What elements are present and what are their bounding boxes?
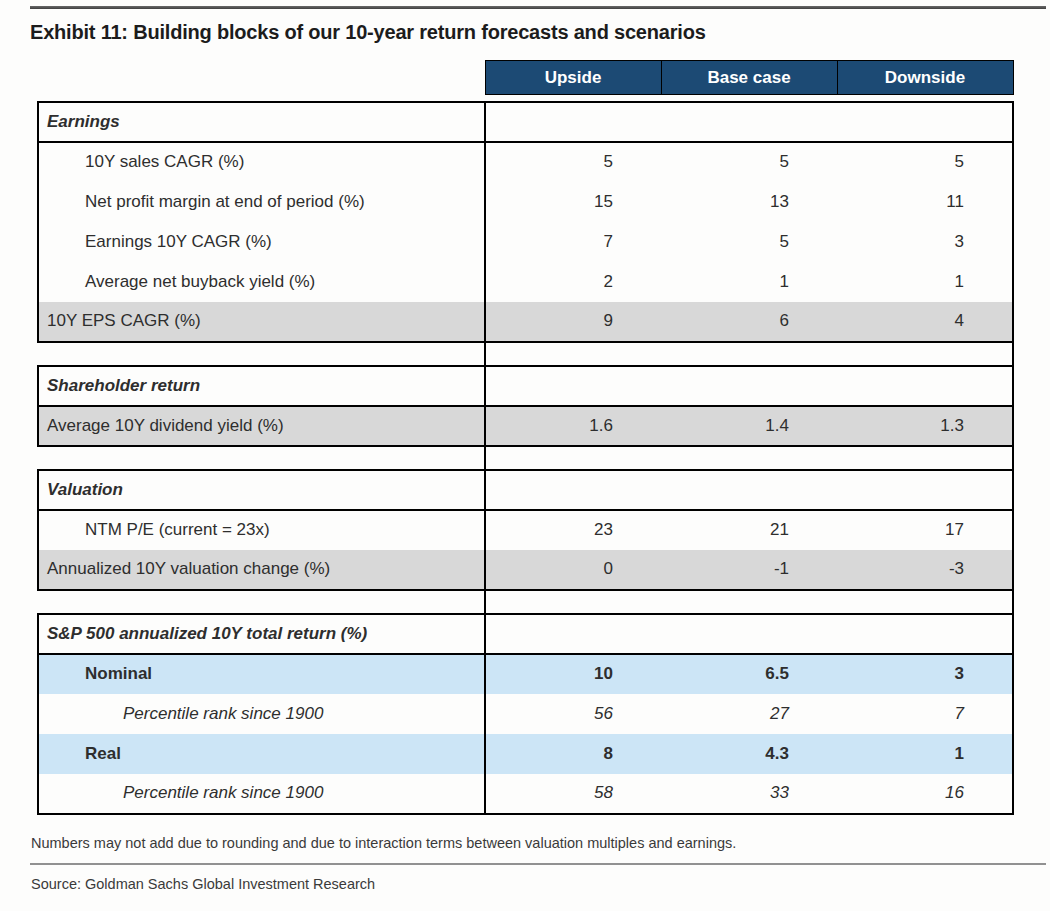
table-row-nominal-percentile: Percentile rank since 1900 56 27 7 bbox=[38, 694, 1013, 734]
cell-downside: 1 bbox=[837, 734, 1013, 774]
source-line: Source: Goldman Sachs Global Investment … bbox=[31, 876, 1046, 892]
row-label: Earnings 10Y CAGR (%) bbox=[38, 222, 485, 262]
cell-base-case: 6.5 bbox=[661, 654, 837, 694]
cell-downside: 1 bbox=[837, 262, 1013, 302]
cell-downside: 7 bbox=[837, 694, 1013, 734]
header-gap-row bbox=[38, 95, 1013, 102]
cell-upside: 1.6 bbox=[485, 406, 661, 446]
row-label: Annualized 10Y valuation change (%) bbox=[38, 550, 485, 590]
row-label: NTM P/E (current = 23x) bbox=[38, 510, 485, 550]
row-label: Average net buyback yield (%) bbox=[38, 262, 485, 302]
section-label: Shareholder return bbox=[38, 366, 485, 406]
exhibit-title: Exhibit 11: Building blocks of our 10-ye… bbox=[30, 21, 1046, 44]
cell-downside: -3 bbox=[837, 550, 1013, 590]
row-label: 10Y sales CAGR (%) bbox=[38, 142, 485, 182]
cell-base-case: 33 bbox=[661, 774, 837, 814]
cell-upside: 15 bbox=[485, 182, 661, 222]
cell-downside: 3 bbox=[837, 222, 1013, 262]
row-label: Average 10Y dividend yield (%) bbox=[38, 406, 485, 446]
page: Exhibit 11: Building blocks of our 10-ye… bbox=[0, 0, 1050, 892]
table-row-real: Real 8 4.3 1 bbox=[38, 734, 1013, 774]
row-label: Percentile rank since 1900 bbox=[38, 774, 485, 814]
exhibit-table: Upside Base case Downside Earnings 10Y s… bbox=[37, 60, 1014, 815]
table-row-ntm-pe: NTM P/E (current = 23x) 23 21 17 bbox=[38, 510, 1013, 550]
column-header-row: Upside Base case Downside bbox=[38, 61, 1013, 95]
section-header-valuation: Valuation bbox=[38, 470, 1013, 510]
cell-upside: 2 bbox=[485, 262, 661, 302]
column-header-downside: Downside bbox=[837, 61, 1013, 95]
section-header-earnings: Earnings bbox=[38, 102, 1013, 142]
row-label: Nominal bbox=[38, 654, 485, 694]
cell-upside: 0 bbox=[485, 550, 661, 590]
cell-base-case: 4.3 bbox=[661, 734, 837, 774]
column-header-base-case: Base case bbox=[661, 61, 837, 95]
table-row-dividend-yield: Average 10Y dividend yield (%) 1.6 1.4 1… bbox=[38, 406, 1013, 446]
section-header-sp500-total-return: S&P 500 annualized 10Y total return (%) bbox=[38, 614, 1013, 654]
cell-base-case: 21 bbox=[661, 510, 837, 550]
section-spacer bbox=[38, 590, 1013, 614]
section-header-shareholder-return: Shareholder return bbox=[38, 366, 1013, 406]
cell-base-case: 1.4 bbox=[661, 406, 837, 446]
cell-downside: 17 bbox=[837, 510, 1013, 550]
cell-upside: 5 bbox=[485, 142, 661, 182]
cell-upside: 58 bbox=[485, 774, 661, 814]
cell-upside: 8 bbox=[485, 734, 661, 774]
cell-downside: 11 bbox=[837, 182, 1013, 222]
cell-upside: 56 bbox=[485, 694, 661, 734]
row-label: 10Y EPS CAGR (%) bbox=[38, 302, 485, 342]
cell-base-case: 5 bbox=[661, 142, 837, 182]
section-spacer bbox=[38, 446, 1013, 470]
section-label: Earnings bbox=[38, 102, 485, 142]
cell-upside: 7 bbox=[485, 222, 661, 262]
column-header-upside: Upside bbox=[485, 61, 661, 95]
table-row-earnings-cagr: Earnings 10Y CAGR (%) 7 5 3 bbox=[38, 222, 1013, 262]
cell-upside: 9 bbox=[485, 302, 661, 342]
cell-base-case: 6 bbox=[661, 302, 837, 342]
cell-downside: 1.3 bbox=[837, 406, 1013, 446]
cell-base-case: -1 bbox=[661, 550, 837, 590]
section-label: Valuation bbox=[38, 470, 485, 510]
table-row-net-profit-margin: Net profit margin at end of period (%) 1… bbox=[38, 182, 1013, 222]
cell-upside: 23 bbox=[485, 510, 661, 550]
section-spacer bbox=[38, 342, 1013, 366]
table-row-eps-cagr-total: 10Y EPS CAGR (%) 9 6 4 bbox=[38, 302, 1013, 342]
table-row-valuation-change: Annualized 10Y valuation change (%) 0 -1… bbox=[38, 550, 1013, 590]
cell-base-case: 27 bbox=[661, 694, 837, 734]
top-rule bbox=[30, 6, 1046, 9]
cell-base-case: 1 bbox=[661, 262, 837, 302]
footer-divider bbox=[30, 863, 1046, 865]
section-label: S&P 500 annualized 10Y total return (%) bbox=[38, 614, 485, 654]
cell-downside: 16 bbox=[837, 774, 1013, 814]
cell-downside: 3 bbox=[837, 654, 1013, 694]
cell-downside: 4 bbox=[837, 302, 1013, 342]
footnote: Numbers may not add due to rounding and … bbox=[31, 835, 1046, 851]
cell-base-case: 13 bbox=[661, 182, 837, 222]
row-label: Percentile rank since 1900 bbox=[38, 694, 485, 734]
table-row-net-buyback-yield: Average net buyback yield (%) 2 1 1 bbox=[38, 262, 1013, 302]
table-row-real-percentile: Percentile rank since 1900 58 33 16 bbox=[38, 774, 1013, 814]
cell-upside: 10 bbox=[485, 654, 661, 694]
table-row-sales-cagr: 10Y sales CAGR (%) 5 5 5 bbox=[38, 142, 1013, 182]
cell-base-case: 5 bbox=[661, 222, 837, 262]
row-label: Real bbox=[38, 734, 485, 774]
table-row-nominal: Nominal 10 6.5 3 bbox=[38, 654, 1013, 694]
row-label: Net profit margin at end of period (%) bbox=[38, 182, 485, 222]
cell-downside: 5 bbox=[837, 142, 1013, 182]
header-spacer-cell bbox=[38, 61, 485, 95]
